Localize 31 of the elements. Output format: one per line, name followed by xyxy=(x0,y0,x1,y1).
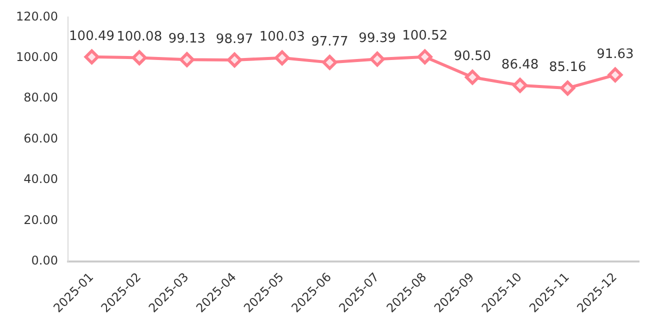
data-label: 85.16 xyxy=(549,60,586,75)
data-label: 99.13 xyxy=(168,32,206,47)
y-tick-label: 40.00 xyxy=(24,172,58,186)
data-label: 97.77 xyxy=(311,34,348,50)
data-label: 98.97 xyxy=(216,32,254,47)
point xyxy=(227,52,242,68)
data-label: 100.08 xyxy=(116,30,162,45)
y-tick-label: 100.00 xyxy=(16,50,58,64)
data-label: 100.03 xyxy=(259,30,305,45)
point xyxy=(464,70,480,85)
point xyxy=(608,67,623,82)
data-label: 86.48 xyxy=(501,57,539,72)
point xyxy=(274,50,290,66)
y-tick-label: 120.00 xyxy=(16,9,58,24)
data-label: 99.39 xyxy=(358,31,396,46)
point xyxy=(370,52,385,67)
point xyxy=(84,49,100,64)
y-tick-label: 80.00 xyxy=(24,90,58,105)
data-label: 100.49 xyxy=(69,28,115,44)
y-tick-label: 60.00 xyxy=(24,131,58,146)
data-label: 91.63 xyxy=(596,46,634,62)
y-tick-label: 20.00 xyxy=(24,212,58,227)
data-label: 100.52 xyxy=(402,28,448,44)
point xyxy=(560,80,576,96)
point xyxy=(322,54,338,70)
point xyxy=(512,78,528,93)
point xyxy=(179,52,194,68)
y-tick-label: 0.00 xyxy=(31,253,58,268)
point xyxy=(132,50,147,66)
point xyxy=(417,49,432,64)
data-label: 90.50 xyxy=(454,49,492,64)
